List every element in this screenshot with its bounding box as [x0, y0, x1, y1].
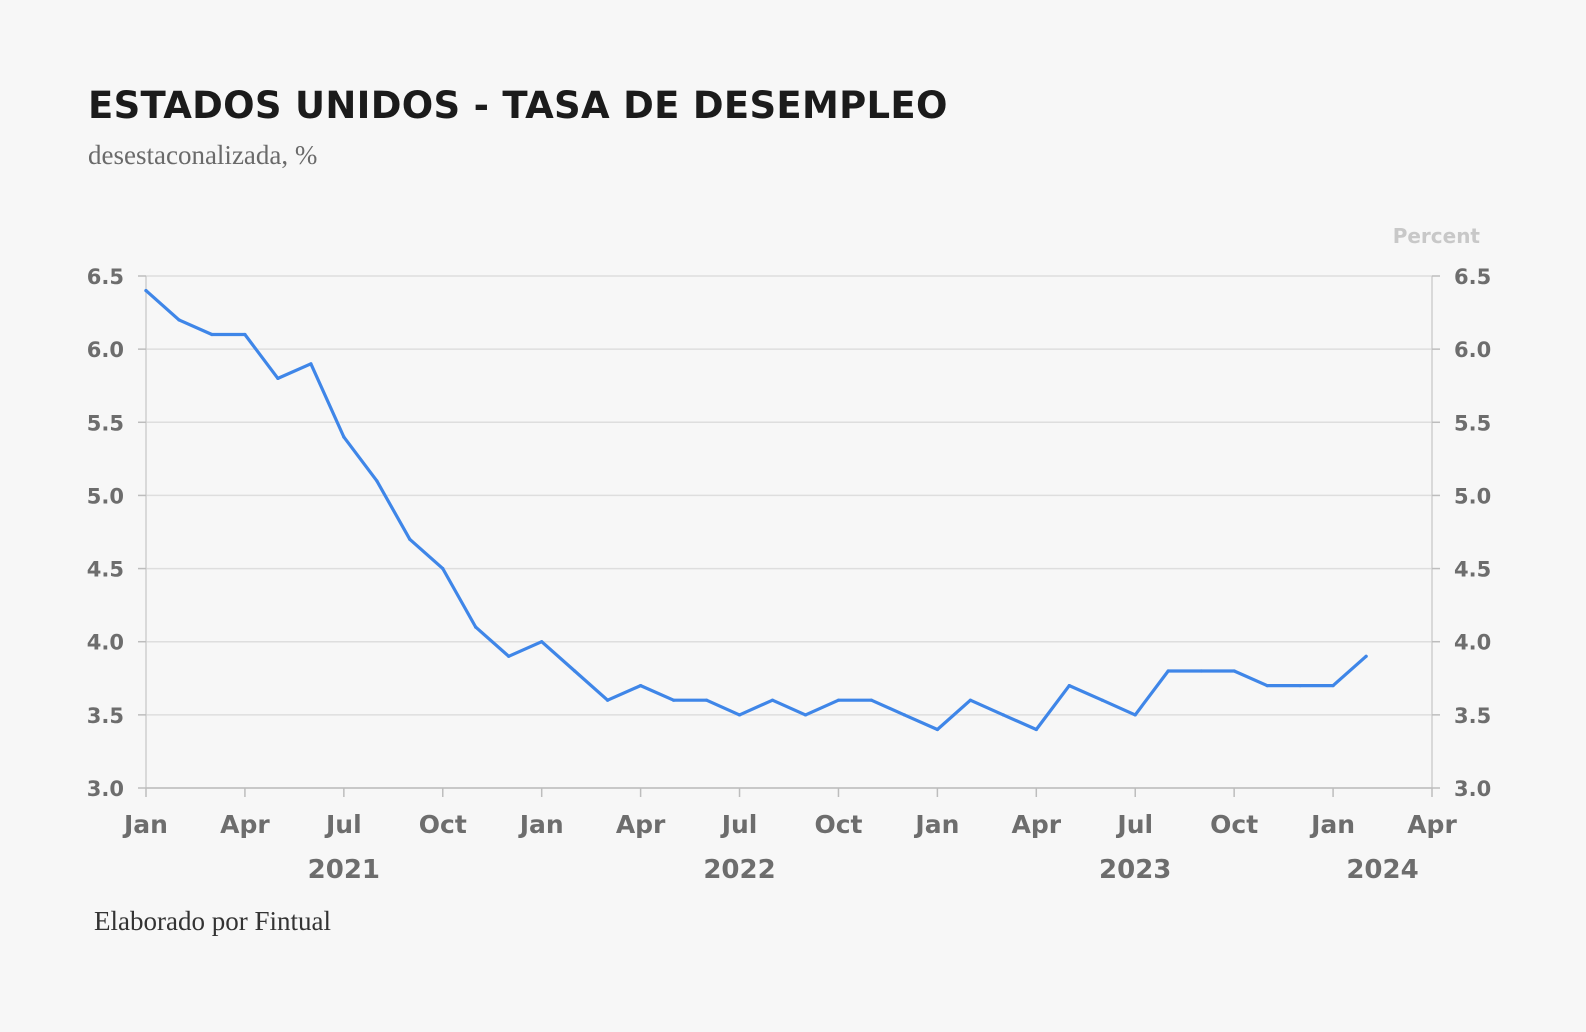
data-point	[1133, 713, 1137, 717]
data-point	[573, 669, 577, 673]
data-point	[836, 698, 841, 702]
y-unit-label: Percent	[1393, 224, 1481, 248]
y-tick-label-left: 4.0	[87, 631, 124, 655]
y-tick-label-right: 3.5	[1454, 704, 1491, 728]
x-tick-label: Oct	[1210, 810, 1258, 839]
data-point	[342, 435, 346, 439]
data-point	[474, 625, 478, 629]
data-point	[243, 332, 247, 337]
x-axis: Jan Apr Jul Oct Jan Apr Jul Oct Jan Apr Jul Oct Jan A…	[122, 788, 1457, 885]
data-point	[1298, 684, 1302, 688]
data-point	[408, 537, 412, 541]
x-tick-label: Apr	[220, 810, 270, 839]
data-point	[1199, 669, 1203, 673]
x-tick-label: Apr	[616, 810, 666, 839]
y-tick-label-left: 5.0	[87, 484, 124, 508]
x-tick-label: Jan	[1309, 810, 1355, 839]
x-year-label: 2021	[308, 855, 380, 885]
data-point	[672, 698, 676, 702]
source-footer: Elaborado por Fintual	[94, 906, 331, 936]
data-point	[210, 332, 214, 337]
data-point	[309, 362, 313, 366]
x-tick-label: Oct	[814, 810, 862, 839]
data-point	[737, 713, 742, 717]
y-tick-label-left: 3.0	[87, 777, 124, 801]
y-tick-label-left: 5.5	[87, 411, 124, 435]
chart-title: ESTADOS UNIDOS - TASA DE DESEMPLEO	[88, 84, 948, 127]
x-tick-label: Apr	[1012, 810, 1062, 839]
data-point	[1166, 669, 1170, 673]
y-tick-label-right: 5.0	[1454, 484, 1491, 508]
data-point	[1001, 713, 1005, 717]
y-tick-label-left: 6.0	[87, 338, 124, 362]
x-tick-label: Apr	[1407, 810, 1457, 839]
y-tick-label-right: 6.0	[1454, 338, 1491, 362]
x-year-label: 2022	[703, 855, 775, 885]
x-tick-label: Jan	[913, 810, 959, 839]
axes	[145, 276, 1433, 789]
data-point	[639, 684, 643, 688]
series-group	[144, 289, 1368, 732]
x-tick-label: Oct	[419, 810, 467, 839]
data-point	[375, 479, 379, 483]
y-tick-label-right: 3.0	[1454, 777, 1491, 801]
x-tick-label: Jul	[1115, 810, 1153, 839]
data-point	[1265, 684, 1269, 688]
data-point	[770, 698, 775, 702]
data-point	[606, 698, 610, 702]
x-tick-label: Jul	[720, 810, 758, 839]
x-year-label: 2024	[1346, 855, 1418, 885]
x-year-label: 2023	[1099, 855, 1171, 885]
series-line-unemployment	[144, 289, 1368, 732]
gridlines	[146, 275, 1432, 789]
data-point	[540, 640, 544, 644]
x-tick-label: Jan	[518, 810, 564, 839]
y-tick-label-right: 4.5	[1454, 558, 1491, 582]
data-point	[144, 289, 148, 293]
y-axis-right: 3.0 3.5 4.0 4.5 5.0 5.5 6.0 6.5	[1432, 265, 1491, 801]
data-point	[507, 654, 511, 658]
y-tick-label-right: 5.5	[1454, 411, 1491, 435]
y-tick-label-right: 6.5	[1454, 265, 1491, 289]
y-tick-label-left: 4.5	[87, 558, 124, 582]
chart-subtitle: desestaconalizada, %	[88, 140, 318, 170]
y-tick-label-left: 6.5	[87, 265, 124, 289]
data-point	[705, 698, 709, 702]
data-point	[1100, 698, 1104, 702]
data-point	[869, 698, 874, 702]
data-point	[902, 713, 907, 717]
data-point	[276, 376, 280, 380]
y-tick-label-right: 4.0	[1454, 631, 1491, 655]
data-point	[968, 698, 973, 702]
data-point	[1034, 727, 1038, 732]
x-tick-label: Jan	[122, 810, 168, 839]
data-point	[1364, 654, 1368, 658]
data-point	[1232, 669, 1236, 673]
data-point	[1331, 684, 1335, 688]
data-point	[1067, 684, 1071, 688]
y-axis-left: 3.0 3.5 4.0 4.5 5.0 5.5 6.0 6.5	[87, 265, 146, 801]
data-point	[803, 713, 808, 717]
y-tick-label-left: 3.5	[87, 704, 124, 728]
data-point	[935, 727, 940, 732]
data-point	[441, 567, 445, 571]
data-point	[177, 318, 181, 322]
x-tick-label: Jul	[324, 810, 362, 839]
